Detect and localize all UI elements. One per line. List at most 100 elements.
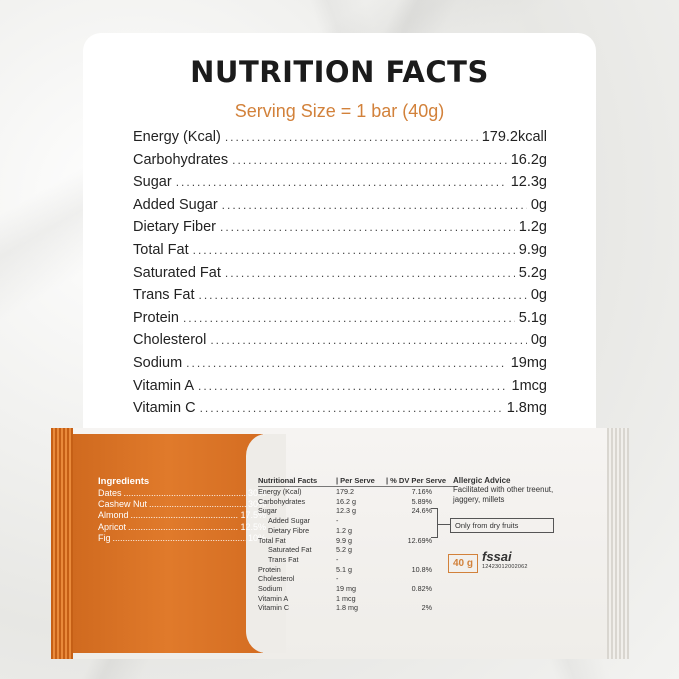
nutrition-table-row: Energy (Kcal) 179.2 7.16%: [258, 487, 458, 497]
nutrition-table-row: Sodium 19 mg 0.82%: [258, 584, 458, 594]
dv-value: 10.8%: [411, 564, 432, 574]
wrapper-nutrition-table: Nutritional Facts | Per Serve | % DV Per…: [258, 476, 458, 613]
header-dv-per-serve: | % DV Per Serve: [386, 476, 447, 485]
dv-value: 12.69%: [407, 535, 432, 545]
per-serve-value: 1.2 g: [336, 525, 352, 535]
dv-value: 7.16%: [411, 487, 432, 496]
ingredient-row: Almond 17.5%: [98, 510, 266, 521]
nutrition-card: NUTRITION FACTS Serving Size = 1 bar (40…: [83, 33, 596, 453]
nutrition-row: Cholesterol 0g: [133, 332, 547, 355]
nutrient-name: Vitamin A: [258, 593, 289, 603]
ingredients-block: Ingredients Dates 30% Cashew Nut 30% Almond 1…: [98, 476, 266, 544]
ingredient-percent: 12.5%: [240, 521, 266, 532]
nutrition-row: Protein 5.1g: [133, 310, 547, 333]
ingredient-name: Almond: [98, 510, 129, 521]
ingredient-name: Apricot: [98, 521, 127, 532]
nutrition-label: Vitamin A: [133, 377, 194, 394]
ingredient-row: Dates 30%: [98, 488, 266, 499]
dot-leader: [210, 333, 527, 347]
nutrition-label: Trans Fat: [133, 287, 195, 304]
dot-leader: [183, 311, 515, 325]
dv-value: 5.89%: [411, 496, 432, 506]
ingredient-percent: 30%: [247, 499, 266, 510]
per-serve-value: 12.3 g: [336, 506, 356, 516]
serving-size: Serving Size = 1 bar (40g): [234, 101, 445, 121]
dot-leader: [128, 522, 238, 533]
nutrition-value: 9.9g: [518, 241, 547, 258]
nutrition-table-row: Carbohydrates 16.2 g 5.89%: [258, 497, 458, 507]
dv-value: 2%: [421, 603, 432, 613]
dot-leader: [193, 243, 515, 257]
nutrition-table-row: Added Sugar -: [258, 516, 458, 526]
dot-leader: [131, 510, 239, 521]
wrapper-crimp-right: [607, 428, 629, 659]
nutrition-table-header: Nutritional Facts | Per Serve | % DV Per…: [258, 476, 458, 487]
nutrition-value: 5.1g: [518, 309, 547, 326]
allergic-title: Allergic Advice: [453, 476, 511, 485]
nutrition-row: Vitamin A 1mcg: [133, 378, 547, 401]
card-title: NUTRITION FACTS: [190, 55, 489, 89]
ingredient-percent: 10%: [247, 532, 266, 543]
dot-leader: [199, 288, 527, 302]
nutrition-row: Saturated Fat 5.2g: [133, 265, 547, 288]
nutrition-table-row: Trans Fat -: [258, 555, 458, 565]
nutrition-row: Sodium 19mg: [133, 355, 547, 378]
dot-leader: [220, 220, 515, 234]
dv-value: [382, 594, 432, 604]
nutrition-label: Protein: [133, 309, 179, 326]
nutrient-name: Vitamin C: [258, 603, 290, 613]
wrapper-crimp-left: [51, 428, 73, 659]
nutrition-label: Cholesterol: [133, 332, 207, 349]
nutrition-row: Vitamin C 1.8mg: [133, 400, 547, 423]
dot-leader: [225, 266, 515, 280]
nutrition-table-row: Saturated Fat 5.2 g: [258, 545, 458, 555]
nutrition-label: Sugar: [133, 174, 172, 191]
dot-leader: [124, 488, 246, 499]
nutrition-rows: Energy (Kcal) 179.2kcall Carbohydrates 16.2…: [133, 129, 547, 423]
per-serve-value: -: [336, 574, 339, 584]
nutrition-row: Added Sugar 0g: [133, 197, 547, 220]
ingredient-name: Cashew Nut: [98, 499, 148, 510]
fssai-logo-text: fssai: [482, 549, 512, 564]
dv-value: [382, 545, 432, 555]
nutrition-value: 19mg: [510, 354, 547, 371]
nutrition-value: 5.2g: [518, 264, 547, 281]
dot-leader: [186, 356, 507, 370]
ingredient-row: Apricot 12.5%: [98, 522, 266, 533]
dot-leader: [176, 175, 507, 189]
nutrition-value: 0g: [530, 287, 547, 304]
per-serve-value: 19 mg: [336, 584, 356, 594]
sugar-bracket: [431, 508, 438, 538]
nutrition-row: Energy (Kcal) 179.2kcall: [133, 129, 547, 152]
nutrition-table-row: Cholesterol -: [258, 574, 458, 584]
ingredient-percent: 30%: [247, 488, 266, 498]
nutrition-table-row: Vitamin C 1.8 mg 2%: [258, 603, 458, 613]
nutrition-label: Dietary Fiber: [133, 219, 216, 236]
nutrition-table-row: Vitamin A 1 mcg: [258, 594, 458, 604]
nutrition-table-row: Sugar 12.3 g 24.6%: [258, 506, 458, 516]
nutrient-name: Trans Fat: [268, 554, 299, 564]
dot-leader: [225, 130, 478, 144]
nutrition-row: Total Fat 9.9g: [133, 242, 547, 265]
per-serve-value: 1 mcg: [336, 593, 356, 603]
dry-fruits-box: Only from dry fruits: [450, 518, 554, 533]
nutrition-value: 1.8mg: [506, 400, 547, 417]
nutrition-row: Sugar 12.3g: [133, 174, 547, 197]
nutrient-name: Total Fat: [258, 535, 286, 545]
nutrition-value: 12.3g: [510, 174, 547, 191]
dv-value: 0.82%: [411, 584, 432, 594]
header-nutritional-facts: Nutritional Facts: [258, 476, 318, 485]
nutrition-row: Dietary Fiber 1.2g: [133, 219, 547, 242]
per-serve-value: 5.2 g: [336, 545, 352, 555]
per-serve-value: 5.1 g: [336, 564, 352, 574]
nutrient-name: Carbohydrates: [258, 496, 306, 506]
nutrition-table-row: Protein 5.1 g 10.8%: [258, 565, 458, 575]
nutrition-row: Carbohydrates 16.2g: [133, 152, 547, 175]
nutrition-value: 16.2g: [510, 151, 547, 168]
sugar-bracket-line: [437, 524, 450, 525]
nutrient-name: Sugar: [258, 506, 278, 516]
dv-value: [382, 574, 432, 584]
per-serve-value: 16.2 g: [336, 496, 356, 506]
wrapper-wave: [246, 434, 286, 653]
weight-badge: 40 g: [448, 554, 478, 573]
